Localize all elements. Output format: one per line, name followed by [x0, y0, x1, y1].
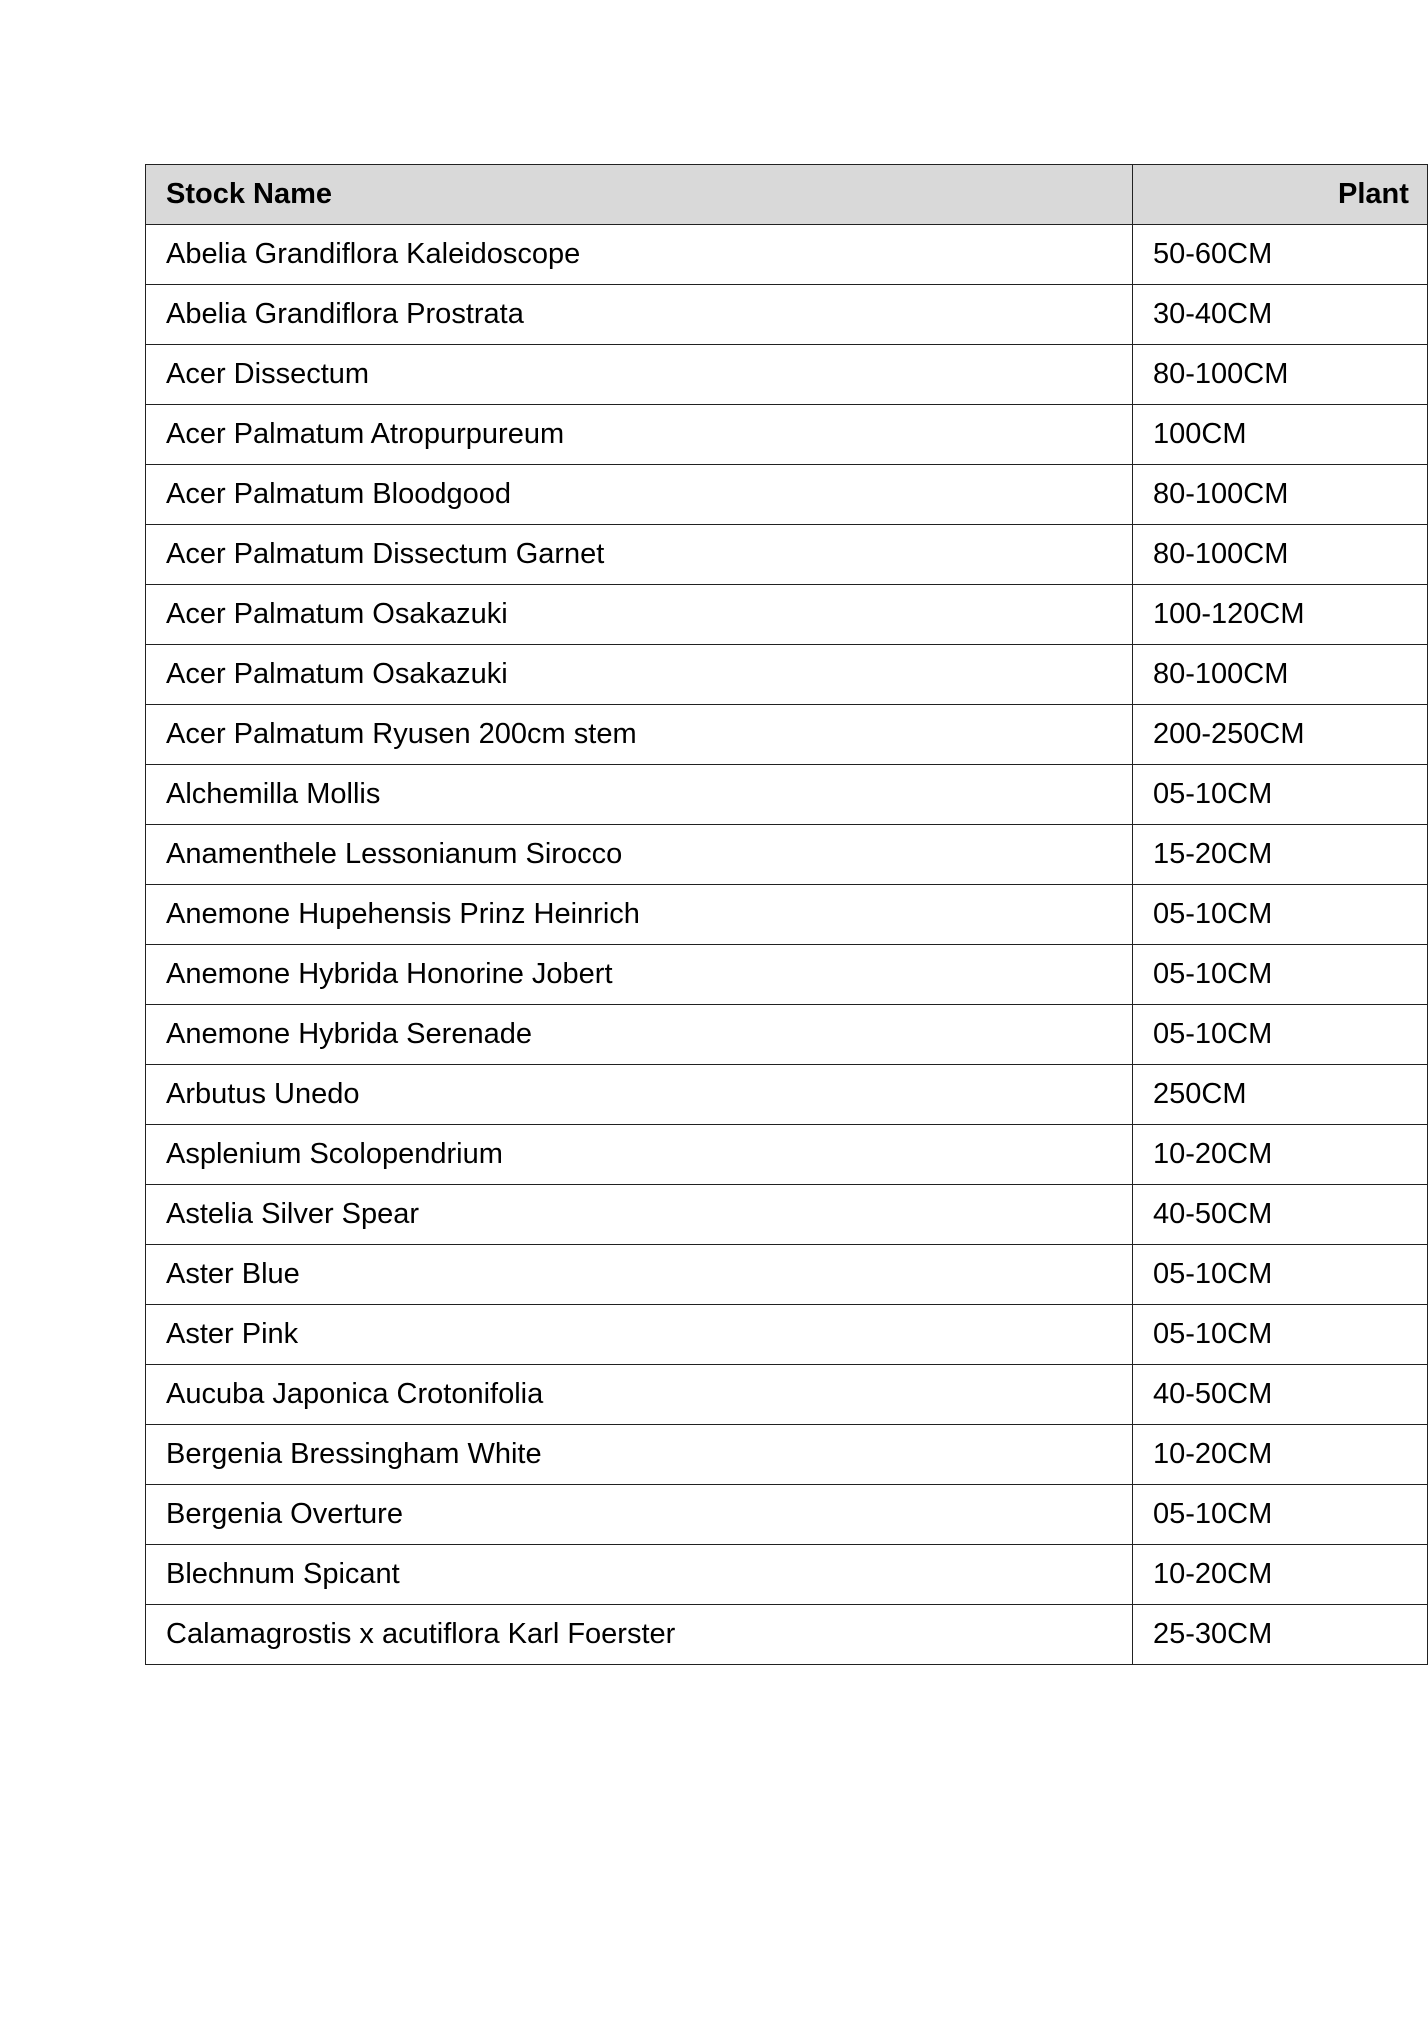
table-row: Blechnum Spicant 10-20CM — [145, 1544, 1428, 1605]
stock-name-cell: Anemone Hupehensis Prinz Heinrich — [145, 884, 1133, 945]
plant-size-cell: 05-10CM — [1132, 884, 1428, 945]
table-row: Abelia Grandiflora Kaleidoscope 50-60CM — [145, 224, 1428, 285]
table-row: Acer Dissectum 80-100CM — [145, 344, 1428, 405]
table-row: Anemone Hupehensis Prinz Heinrich 05-10CM — [145, 884, 1428, 945]
table-row: Aster Pink 05-10CM — [145, 1304, 1428, 1365]
table-row: Aster Blue 05-10CM — [145, 1244, 1428, 1305]
stock-name-cell: Aster Pink — [145, 1304, 1133, 1365]
table-row: Anamenthele Lessonianum Sirocco 15-20CM — [145, 824, 1428, 885]
stock-name-cell: Acer Palmatum Bloodgood — [145, 464, 1133, 525]
plant-size-cell: 05-10CM — [1132, 1004, 1428, 1065]
stock-name-cell: Abelia Grandiflora Prostrata — [145, 284, 1133, 345]
stock-name-cell: Anamenthele Lessonianum Sirocco — [145, 824, 1133, 885]
header-row: Stock Name Plant — [145, 164, 1428, 225]
stock-name-cell: Asplenium Scolopendrium — [145, 1124, 1133, 1185]
plant-size-cell: 15-20CM — [1132, 824, 1428, 885]
table-row: Acer Palmatum Bloodgood 80-100CM — [145, 464, 1428, 525]
stock-name-cell: Acer Palmatum Osakazuki — [145, 584, 1133, 645]
stock-name-cell: Astelia Silver Spear — [145, 1184, 1133, 1245]
plant-size-cell: 05-10CM — [1132, 1484, 1428, 1545]
table-row: Bergenia Bressingham White 10-20CM — [145, 1424, 1428, 1485]
stock-name-cell: Blechnum Spicant — [145, 1544, 1133, 1605]
stock-name-cell: Acer Palmatum Osakazuki — [145, 644, 1133, 705]
plant-size-cell: 10-20CM — [1132, 1544, 1428, 1605]
plant-size-cell: 30-40CM — [1132, 284, 1428, 345]
stock-name-cell: Acer Palmatum Ryusen 200cm stem — [145, 704, 1133, 765]
table-row: Bergenia Overture 05-10CM — [145, 1484, 1428, 1545]
table-row: Acer Palmatum Osakazuki 100-120CM — [145, 584, 1428, 645]
stock-name-cell: Calamagrostis x acutiflora Karl Foerster — [145, 1604, 1133, 1665]
header-stock-name: Stock Name — [145, 164, 1133, 225]
plant-size-cell: 05-10CM — [1132, 1304, 1428, 1365]
stock-name-cell: Acer Palmatum Dissectum Garnet — [145, 524, 1133, 585]
stock-name-cell: Aucuba Japonica Crotonifolia — [145, 1364, 1133, 1425]
table-row: Aucuba Japonica Crotonifolia 40-50CM — [145, 1364, 1428, 1425]
plant-size-cell: 80-100CM — [1132, 524, 1428, 585]
table-row: Acer Palmatum Dissectum Garnet 80-100CM — [145, 524, 1428, 585]
header-plant: Plant — [1132, 164, 1428, 225]
plant-size-cell: 40-50CM — [1132, 1364, 1428, 1425]
plant-size-cell: 05-10CM — [1132, 944, 1428, 1005]
stock-name-cell: Alchemilla Mollis — [145, 764, 1133, 825]
table-row: Acer Palmatum Ryusen 200cm stem 200-250CM — [145, 704, 1428, 765]
plant-size-cell: 200-250CM — [1132, 704, 1428, 765]
table-row: Arbutus Unedo 250CM — [145, 1064, 1428, 1125]
stock-name-cell: Aster Blue — [145, 1244, 1133, 1305]
plant-size-cell: 50-60CM — [1132, 224, 1428, 285]
table-row: Calamagrostis x acutiflora Karl Foerster… — [145, 1604, 1428, 1665]
plant-size-cell: 40-50CM — [1132, 1184, 1428, 1245]
stock-name-cell: Abelia Grandiflora Kaleidoscope — [145, 224, 1133, 285]
plant-size-cell: 80-100CM — [1132, 464, 1428, 525]
table-row: Acer Palmatum Atropurpureum 100CM — [145, 404, 1428, 465]
plant-size-cell: 80-100CM — [1132, 644, 1428, 705]
table-row: Abelia Grandiflora Prostrata 30-40CM — [145, 284, 1428, 345]
table-row: Astelia Silver Spear 40-50CM — [145, 1184, 1428, 1245]
stock-table: Stock Name Plant Abelia Grandiflora Kale… — [145, 164, 1428, 1665]
plant-size-cell: 10-20CM — [1132, 1424, 1428, 1485]
stock-name-cell: Bergenia Bressingham White — [145, 1424, 1133, 1485]
table-body: Abelia Grandiflora Kaleidoscope 50-60CM Ab… — [145, 224, 1428, 1665]
stock-name-cell: Acer Dissectum — [145, 344, 1133, 405]
stock-name-cell: Acer Palmatum Atropurpureum — [145, 404, 1133, 465]
plant-size-cell: 100-120CM — [1132, 584, 1428, 645]
plant-size-cell: 80-100CM — [1132, 344, 1428, 405]
plant-size-cell: 05-10CM — [1132, 764, 1428, 825]
stock-name-cell: Anemone Hybrida Serenade — [145, 1004, 1133, 1065]
plant-size-cell: 10-20CM — [1132, 1124, 1428, 1185]
stock-name-cell: Anemone Hybrida Honorine Jobert — [145, 944, 1133, 1005]
stock-name-cell: Arbutus Unedo — [145, 1064, 1133, 1125]
plant-size-cell: 05-10CM — [1132, 1244, 1428, 1305]
plant-size-cell: 100CM — [1132, 404, 1428, 465]
plant-size-cell: 250CM — [1132, 1064, 1428, 1125]
table-row: Acer Palmatum Osakazuki 80-100CM — [145, 644, 1428, 705]
table-row: Alchemilla Mollis 05-10CM — [145, 764, 1428, 825]
stock-name-cell: Bergenia Overture — [145, 1484, 1133, 1545]
table-row: Anemone Hybrida Honorine Jobert 05-10CM — [145, 944, 1428, 1005]
table-row: Asplenium Scolopendrium 10-20CM — [145, 1124, 1428, 1185]
table-row: Anemone Hybrida Serenade 05-10CM — [145, 1004, 1428, 1065]
plant-size-cell: 25-30CM — [1132, 1604, 1428, 1665]
